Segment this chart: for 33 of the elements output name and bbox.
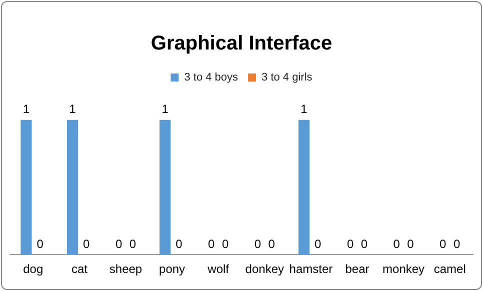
data-label: 0	[254, 236, 262, 251]
legend-label: 3 to 4 girls	[262, 72, 313, 84]
data-label: 0	[314, 236, 322, 251]
data-label: 1	[22, 102, 30, 116]
data-label: 0	[268, 236, 276, 251]
x-tick-label: bear	[345, 262, 370, 276]
x-tick-label: donkey	[245, 262, 284, 276]
chart-title: Graphical Interface	[150, 32, 332, 55]
x-tick-label: sheep	[109, 262, 142, 276]
data-label: 0	[360, 236, 368, 251]
data-label: 0	[407, 236, 414, 251]
data-label: 0	[393, 236, 400, 251]
data-label: 1	[69, 102, 76, 116]
data-label: 0	[222, 236, 229, 251]
legend-label: 3 to 4 boys	[184, 72, 239, 84]
data-label: 1	[300, 102, 308, 116]
x-tick-label: pony	[159, 262, 186, 276]
x-tick-label: wolf	[206, 262, 230, 276]
data-label: 0	[453, 236, 460, 251]
data-label: 0	[36, 236, 44, 251]
data-label: 0	[176, 236, 183, 251]
x-tick-label: cat	[71, 262, 88, 276]
data-label: 1	[162, 102, 169, 116]
data-label: 0	[129, 236, 136, 251]
data-label: 0	[83, 236, 90, 251]
x-tick-label: hamster	[289, 262, 333, 276]
data-label: 0	[346, 236, 354, 251]
x-tick-label: monkey	[382, 262, 425, 276]
data-label: 0	[440, 236, 447, 251]
data-label: 0	[115, 236, 122, 251]
x-tick-label: dog	[23, 262, 44, 276]
data-label: 0	[208, 236, 216, 251]
x-tick-label: camel	[434, 262, 466, 276]
